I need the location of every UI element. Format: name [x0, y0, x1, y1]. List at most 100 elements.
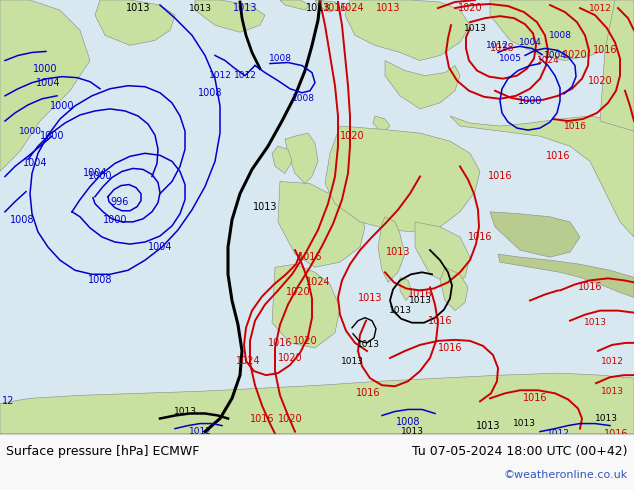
Text: 1016: 1016 [408, 290, 432, 299]
Text: 1013: 1013 [476, 420, 500, 431]
Text: Tu 07-05-2024 18:00 UTC (00+42): Tu 07-05-2024 18:00 UTC (00+42) [413, 445, 628, 458]
Text: 1016: 1016 [298, 252, 322, 262]
Polygon shape [600, 0, 634, 131]
Polygon shape [345, 0, 470, 60]
Text: 1000: 1000 [49, 101, 74, 111]
Polygon shape [378, 217, 405, 282]
Polygon shape [280, 0, 310, 10]
Text: 1004: 1004 [36, 78, 60, 88]
Text: 1000: 1000 [518, 96, 542, 106]
Text: ©weatheronline.co.uk: ©weatheronline.co.uk [504, 470, 628, 480]
Text: 1004: 1004 [519, 38, 541, 47]
Text: 1013: 1013 [376, 3, 400, 13]
Polygon shape [400, 277, 412, 300]
Text: 1016: 1016 [604, 429, 628, 439]
Polygon shape [285, 133, 318, 184]
Text: 1016: 1016 [564, 122, 586, 130]
Text: 1013: 1013 [595, 414, 618, 423]
Polygon shape [385, 60, 460, 109]
Text: 1008: 1008 [198, 88, 223, 98]
Text: 1005: 1005 [498, 54, 522, 63]
Text: 1004: 1004 [23, 158, 48, 169]
Text: 1020: 1020 [278, 353, 302, 363]
Text: 1013: 1013 [385, 247, 410, 257]
Polygon shape [415, 222, 470, 284]
Text: 1016: 1016 [323, 3, 347, 13]
Text: 1008: 1008 [396, 416, 420, 427]
Text: 1013: 1013 [408, 296, 432, 305]
Text: 1016: 1016 [488, 172, 512, 181]
Polygon shape [440, 267, 468, 311]
Text: 1013: 1013 [463, 24, 486, 33]
Text: 1012: 1012 [486, 41, 508, 50]
Text: 1008: 1008 [10, 215, 34, 225]
Text: 1004: 1004 [83, 169, 107, 178]
Text: 1028: 1028 [489, 44, 514, 53]
Text: 1000: 1000 [40, 131, 64, 141]
Text: 1008: 1008 [292, 95, 314, 103]
Text: 1012: 1012 [600, 357, 623, 366]
Text: 1013: 1013 [174, 407, 197, 416]
Text: 1020: 1020 [458, 3, 482, 13]
Polygon shape [498, 254, 634, 297]
Text: 1013: 1013 [583, 318, 607, 327]
Text: 1012: 1012 [209, 71, 231, 80]
Text: 996: 996 [111, 196, 129, 207]
Text: 1013: 1013 [600, 387, 623, 396]
Text: 1013: 1013 [512, 419, 536, 428]
Text: 1016: 1016 [468, 232, 492, 242]
Text: 1013: 1013 [188, 3, 212, 13]
Polygon shape [195, 0, 265, 32]
Text: 1004: 1004 [148, 242, 172, 252]
Text: 1016: 1016 [356, 388, 380, 398]
Text: 1000: 1000 [87, 172, 112, 181]
Text: 1004: 1004 [543, 51, 566, 60]
Text: 1013: 1013 [358, 293, 382, 302]
Polygon shape [0, 373, 634, 434]
Text: 1016: 1016 [523, 393, 547, 403]
Text: 1000: 1000 [103, 215, 127, 225]
Text: 1016: 1016 [428, 316, 452, 326]
Polygon shape [272, 264, 340, 348]
Text: 1008: 1008 [87, 275, 112, 285]
Text: 1016: 1016 [250, 414, 275, 423]
Text: 1020: 1020 [278, 414, 302, 423]
Text: 1013: 1013 [233, 3, 257, 13]
Text: 1012: 1012 [233, 71, 256, 80]
Text: 1008: 1008 [269, 54, 292, 63]
Text: 1016: 1016 [437, 343, 462, 353]
Polygon shape [373, 116, 390, 133]
Text: 1016: 1016 [268, 338, 292, 348]
Text: 1013: 1013 [401, 427, 424, 436]
Text: 1013: 1013 [253, 202, 277, 212]
Text: 1016: 1016 [593, 46, 618, 55]
Text: 1013: 1013 [340, 357, 363, 366]
Text: 1020: 1020 [293, 336, 317, 346]
Text: 1013: 1013 [306, 3, 330, 13]
Text: 1013: 1013 [356, 341, 380, 349]
Text: 1008: 1008 [548, 31, 571, 40]
Text: 1016: 1016 [578, 282, 602, 293]
Text: 1024: 1024 [340, 3, 365, 13]
Polygon shape [490, 0, 634, 60]
Text: 1016: 1016 [546, 151, 570, 161]
Polygon shape [272, 146, 292, 173]
Text: 1024: 1024 [236, 356, 261, 366]
Polygon shape [450, 116, 634, 237]
Text: 12: 12 [2, 396, 14, 406]
Polygon shape [315, 0, 340, 12]
Text: 1012: 1012 [547, 429, 569, 438]
Text: 1020: 1020 [340, 131, 365, 141]
Text: 1000: 1000 [33, 64, 57, 74]
Text: 1012: 1012 [588, 3, 611, 13]
Polygon shape [278, 181, 365, 267]
Polygon shape [0, 0, 90, 172]
Text: 1020: 1020 [563, 50, 587, 60]
Text: 1013: 1013 [389, 306, 411, 315]
Polygon shape [325, 126, 480, 232]
Text: Surface pressure [hPa] ECMWF: Surface pressure [hPa] ECMWF [6, 445, 199, 458]
Text: 1012: 1012 [188, 427, 211, 436]
Text: 1020: 1020 [588, 75, 612, 86]
Text: 1020: 1020 [286, 288, 310, 297]
Text: 1024: 1024 [306, 277, 330, 287]
